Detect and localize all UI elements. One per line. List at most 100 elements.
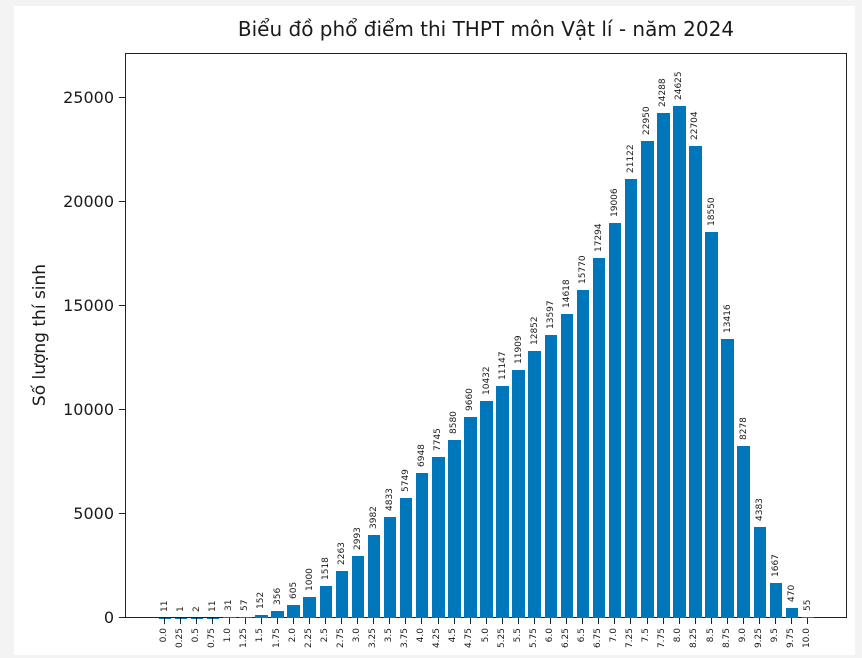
x-tick-label: 7.75: [657, 628, 668, 649]
x-tick-mark: [212, 618, 214, 624]
bar: [705, 232, 718, 618]
bar: [496, 386, 509, 618]
bar-value-label: 8580: [449, 410, 460, 434]
x-tick-label: 4.0: [416, 628, 427, 643]
bar: [223, 617, 236, 618]
bar: [576, 289, 590, 618]
bar-value-label: 13597: [545, 300, 556, 330]
bar: [737, 445, 750, 618]
bar: [785, 608, 799, 618]
bar: [351, 555, 365, 618]
y-tick-label: 5000: [73, 504, 114, 523]
bar-value-label: 11: [208, 600, 219, 612]
x-tick-mark: [244, 618, 246, 624]
x-tick-mark: [308, 618, 310, 624]
y-tick-label: 15000: [63, 296, 114, 315]
bar-value-label: 1518: [320, 557, 331, 581]
x-tick-mark: [807, 618, 809, 624]
x-tick-label: 8.0: [673, 628, 684, 643]
x-tick-mark: [469, 618, 471, 624]
x-tick-mark: [453, 618, 455, 624]
x-tick-mark: [437, 618, 439, 624]
y-tick-mark: [119, 513, 125, 515]
x-tick-label: 0.5: [191, 628, 202, 643]
x-tick-label: 3.75: [400, 628, 411, 649]
bar: [544, 335, 558, 618]
x-tick-label: 5.75: [528, 628, 539, 649]
x-tick-label: 0.0: [159, 628, 169, 643]
x-tick-label: 0.75: [207, 628, 218, 649]
x-tick-label: 2.25: [303, 628, 314, 649]
bar-value-label: 13416: [722, 304, 733, 333]
x-tick-mark: [341, 618, 343, 624]
bar-value-label: 10432: [481, 366, 492, 395]
x-tick-mark: [533, 618, 535, 624]
x-tick-mark: [742, 618, 744, 624]
x-tick-label: 1.75: [271, 628, 282, 649]
bar-value-label: 2: [192, 606, 203, 612]
bar-value-label: 11147: [497, 351, 508, 381]
y-tick-mark: [119, 97, 125, 99]
x-tick-label: 6.5: [576, 628, 587, 643]
bar-value-label: 24625: [674, 71, 685, 100]
y-tick-label: 0: [103, 608, 114, 627]
y-axis-label: Số lượng thí sinh: [30, 263, 50, 407]
bar: [255, 614, 268, 618]
x-tick-label: 1.5: [255, 628, 266, 643]
x-tick-label: 2.5: [319, 628, 330, 643]
x-tick-mark: [260, 618, 262, 624]
x-tick-mark: [566, 618, 568, 624]
y-tick-label: 25000: [63, 88, 114, 107]
bar: [271, 610, 284, 618]
bar: [769, 583, 783, 618]
bar-value-label: 15770: [577, 255, 588, 284]
bar-value-label: 9660: [465, 388, 476, 412]
x-tick-label: 3.5: [384, 628, 395, 643]
x-tick-label: 9.75: [785, 628, 796, 649]
bar: [689, 145, 702, 618]
bar-value-label: 8278: [738, 416, 749, 440]
x-tick-mark: [694, 618, 696, 624]
bar-value-label: 152: [256, 591, 267, 609]
bar-value-label: 31: [224, 599, 235, 612]
bar-value-label: 55: [803, 599, 813, 611]
x-tick-label: 7.25: [625, 628, 636, 649]
bar: [367, 535, 381, 618]
bar-value-label: 1: [176, 606, 187, 612]
x-tick-label: 8.25: [689, 628, 700, 649]
x-tick-mark: [775, 618, 777, 624]
bar: [673, 105, 686, 618]
bar-value-label: 17294: [594, 223, 605, 253]
x-tick-mark: [421, 618, 423, 624]
bar: [399, 498, 413, 618]
bar-value-label: 2263: [336, 542, 347, 565]
x-tick-label: 3.25: [367, 628, 378, 649]
bar-value-label: 2993: [352, 526, 363, 550]
bar-value-label: 6948: [417, 444, 428, 468]
bar-value-label: 470: [786, 585, 797, 603]
x-tick-mark: [501, 618, 503, 624]
x-tick-mark: [180, 618, 182, 624]
x-tick-label: 4.25: [432, 628, 443, 649]
bar: [801, 616, 815, 618]
x-tick-label: 8.5: [705, 628, 716, 643]
bar-value-label: 22704: [690, 111, 701, 140]
bar-value-label: 7745: [433, 427, 444, 451]
x-tick-mark: [292, 618, 294, 624]
x-tick-label: 4.5: [448, 628, 459, 643]
chart-title: Biểu đồ phổ điểm thi THPT môn Vật lí - n…: [237, 17, 735, 41]
bar-value-label: 3982: [368, 506, 379, 530]
x-tick-mark: [485, 618, 487, 624]
bar-value-label: 12852: [529, 316, 540, 345]
y-tick-label: 10000: [63, 400, 114, 419]
bar: [592, 258, 606, 618]
bar-value-label: 21122: [626, 144, 637, 173]
x-tick-label: 5.0: [480, 628, 491, 643]
x-tick-label: 8.75: [721, 628, 732, 649]
x-tick-label: 2.0: [287, 628, 298, 643]
bar: [464, 417, 477, 618]
x-tick-label: 9.25: [753, 628, 764, 649]
bar: [287, 605, 300, 618]
x-tick-mark: [582, 618, 584, 624]
x-tick-label: 4.75: [464, 628, 475, 649]
